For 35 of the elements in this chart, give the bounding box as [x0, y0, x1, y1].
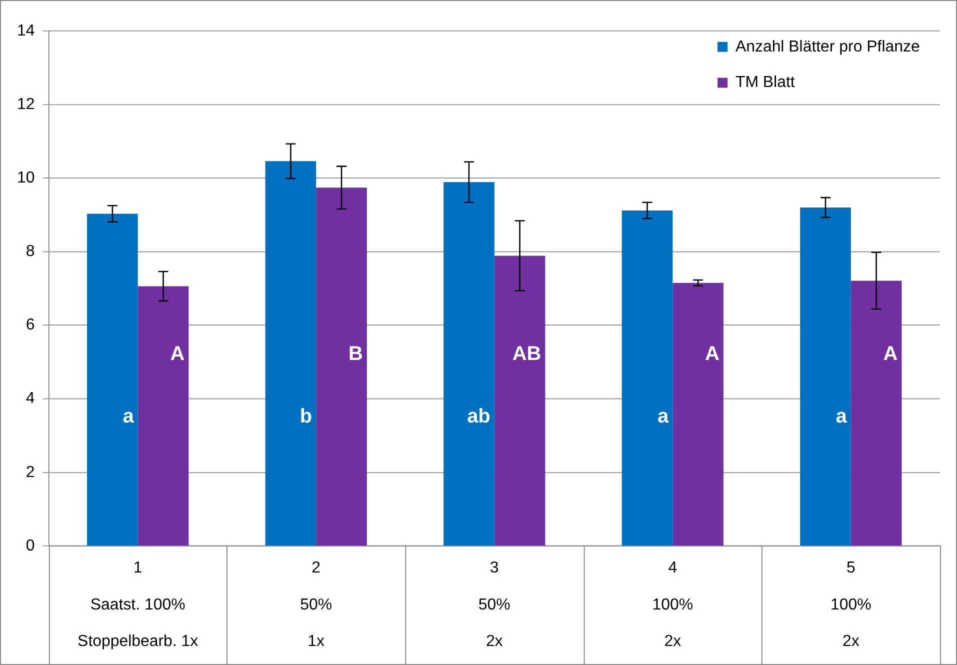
y-tick-label: 8: [26, 243, 35, 260]
annotation: B: [348, 343, 363, 366]
legend-label: Anzahl Blätter pro Pflanze: [735, 38, 920, 56]
category-label: 5 100% 2x: [830, 560, 872, 650]
y-tick-label: 14: [16, 22, 35, 40]
y-tick-label: 2: [26, 464, 35, 481]
bar: [800, 207, 851, 546]
bar: [672, 282, 724, 546]
bar: [87, 214, 138, 546]
bar: [444, 182, 494, 546]
annotation: b: [300, 406, 312, 428]
category-label: 3 50% 2x: [478, 560, 510, 650]
bar: [138, 286, 189, 546]
annotation: a: [122, 406, 135, 428]
bar: [850, 280, 902, 546]
bar: [316, 188, 367, 546]
y-tick-label: 10: [16, 169, 35, 186]
annotation: A: [170, 343, 185, 366]
annotation: a: [836, 406, 848, 428]
category-label: 1 Saatst. 100% Stoppelbearb. 1x: [78, 560, 198, 650]
bar: [494, 256, 546, 546]
y-tick-label: 4: [26, 390, 35, 408]
annotation: a: [658, 406, 670, 428]
y-tick-label: 0: [26, 537, 35, 554]
category-label: 2 50% 1x: [300, 560, 332, 650]
annotation: A: [705, 343, 720, 366]
y-tick-label: 12: [16, 96, 35, 113]
bar: [622, 210, 673, 546]
annotation: AB: [512, 343, 542, 366]
bar: [265, 161, 316, 546]
category-label: 4 100% 2x: [652, 560, 694, 650]
annotation: ab: [467, 406, 490, 428]
annotation: A: [883, 343, 898, 366]
legend-label: TM Blatt: [735, 74, 796, 92]
y-tick-label: 6: [26, 316, 35, 334]
